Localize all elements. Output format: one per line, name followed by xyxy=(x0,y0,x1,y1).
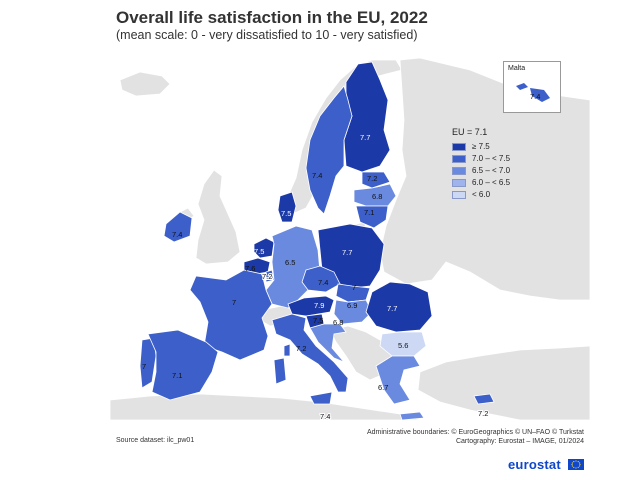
legend-swatch xyxy=(452,166,466,175)
label-FI: 7.7 xyxy=(360,133,370,142)
country-IE xyxy=(163,211,193,243)
source-note: Source dataset: ilc_pw01 xyxy=(116,437,195,444)
legend-swatch xyxy=(452,190,466,199)
label-AT: 7.9 xyxy=(314,301,324,310)
country-SE xyxy=(305,85,353,215)
country-EE xyxy=(361,171,391,189)
inset-value: 7.4 xyxy=(530,92,540,101)
admin-boundaries-note: Administrative boundaries: © EuroGeograp… xyxy=(366,429,584,436)
eu-flag-icon xyxy=(568,459,584,470)
label-DK: 7.5 xyxy=(281,209,291,218)
legend-swatch xyxy=(452,142,466,151)
label-IT: 7.2 xyxy=(296,344,306,353)
country-IT-sardinia xyxy=(273,357,287,385)
label-LV: 6.8 xyxy=(372,192,382,201)
label-MT: 7.4 xyxy=(320,412,330,420)
country-NL xyxy=(253,237,275,259)
country-FR-corsica xyxy=(283,343,291,357)
eurostat-logo: eurostat xyxy=(508,457,561,472)
label-FR: 7 xyxy=(232,298,236,307)
label-HR: 6.8 xyxy=(333,318,343,327)
legend-swatch xyxy=(452,154,466,163)
legend-row: 7.0 – < 7.5 xyxy=(452,153,510,164)
malta-inset-map: 7.4 xyxy=(516,83,550,102)
country-RO xyxy=(365,281,433,333)
legend-label: ≥ 7.5 xyxy=(472,142,490,151)
country-IT xyxy=(271,313,349,393)
legend-row: < 6.0 xyxy=(452,189,510,200)
label-CY: 7.2 xyxy=(478,409,488,418)
inset-name: Malta xyxy=(508,65,526,72)
country-ES xyxy=(147,329,219,401)
malta-island-main xyxy=(530,88,550,102)
credits: Administrative boundaries: © EuroGeograp… xyxy=(367,428,584,446)
country-FR xyxy=(189,269,273,361)
cartography-note: Cartography: Eurostat – IMAGE, 01/2024 xyxy=(455,438,584,445)
country-HR xyxy=(309,323,347,363)
label-BG: 5.6 xyxy=(398,341,408,350)
legend-label: < 6.0 xyxy=(472,190,491,199)
land-iceland xyxy=(119,71,171,97)
country-BG xyxy=(379,331,427,357)
map-title: Overall life satisfaction in the EU, 202… xyxy=(116,8,428,27)
legend-row: ≥ 7.5 xyxy=(452,141,510,152)
legend-title: EU = 7.1 xyxy=(452,127,488,137)
legend-swatch xyxy=(452,178,466,187)
country-PL xyxy=(317,223,385,289)
country-LT xyxy=(355,205,389,229)
label-EL: 6.7 xyxy=(378,383,388,392)
europe-map: 7.7 7.4 7.2 6.8 7.1 7.5 7.4 7.5 7.6 7.2 … xyxy=(110,52,590,420)
label-HU: 6.9 xyxy=(347,301,357,310)
label-RO: 7.7 xyxy=(387,304,397,313)
legend-label: 6.5 – < 7.0 xyxy=(472,166,511,175)
label-NL: 7.5 xyxy=(254,247,264,256)
country-CZ xyxy=(301,265,341,293)
country-CY xyxy=(473,393,495,405)
legend-row: 6.0 – < 6.5 xyxy=(452,177,510,188)
label-BE: 7.6 xyxy=(245,264,255,273)
label-IE: 7.4 xyxy=(172,230,182,239)
legend-label: 7.0 – < 7.5 xyxy=(472,154,511,163)
land-uk xyxy=(195,169,241,265)
label-SE: 7.4 xyxy=(312,171,322,180)
label-DE: 6.5 xyxy=(285,258,295,267)
label-SI: 7.5 xyxy=(313,316,323,325)
legend-label: 6.0 – < 6.5 xyxy=(472,178,511,187)
land-turkey xyxy=(417,345,590,420)
label-LU: 7.2 xyxy=(262,272,272,281)
label-SK: 7 xyxy=(352,283,356,292)
label-ES: 7.1 xyxy=(172,371,182,380)
country-EL xyxy=(375,355,421,405)
country-DK xyxy=(277,191,297,223)
map-subtitle: (mean scale: 0 - very dissatisfied to 10… xyxy=(116,28,418,42)
map-legend: EU = 7.1 ≥ 7.5 7.0 – < 7.5 6.5 – < 7.0 6.0 … xyxy=(452,127,510,201)
label-PT: 7 xyxy=(142,362,146,371)
legend-row: 6.5 – < 7.0 xyxy=(452,165,510,176)
malta-inset: Malta 7.4 xyxy=(503,61,561,113)
country-LV xyxy=(353,183,397,207)
country-HU xyxy=(333,299,373,325)
country-EL-crete xyxy=(399,411,425,420)
label-EE: 7.2 xyxy=(367,174,377,183)
label-CZ: 7.4 xyxy=(318,278,328,287)
label-PL: 7.7 xyxy=(342,248,352,257)
malta-island-gozo xyxy=(516,83,528,90)
country-IT-sicily xyxy=(309,391,333,405)
label-LT: 7.1 xyxy=(364,208,374,217)
